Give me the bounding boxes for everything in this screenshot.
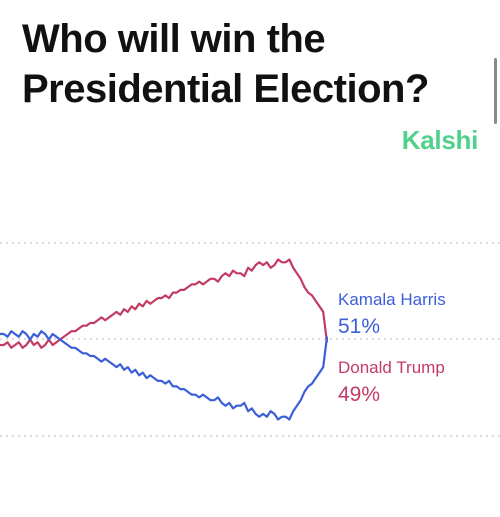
legend-harris-value: 51% xyxy=(338,315,380,338)
series-line-trump xyxy=(0,258,329,349)
legend-trump-value: 49% xyxy=(338,383,380,406)
series-line-harris xyxy=(0,330,329,421)
legend-harris-name: Kamala Harris xyxy=(338,290,446,309)
legend-trump-name: Donald Trump xyxy=(338,358,445,377)
page-title: Who will win the Presidential Election? xyxy=(22,17,429,111)
scrollbar-thumb[interactable] xyxy=(494,58,497,124)
kalshi-logo: Kalshi xyxy=(401,125,479,155)
